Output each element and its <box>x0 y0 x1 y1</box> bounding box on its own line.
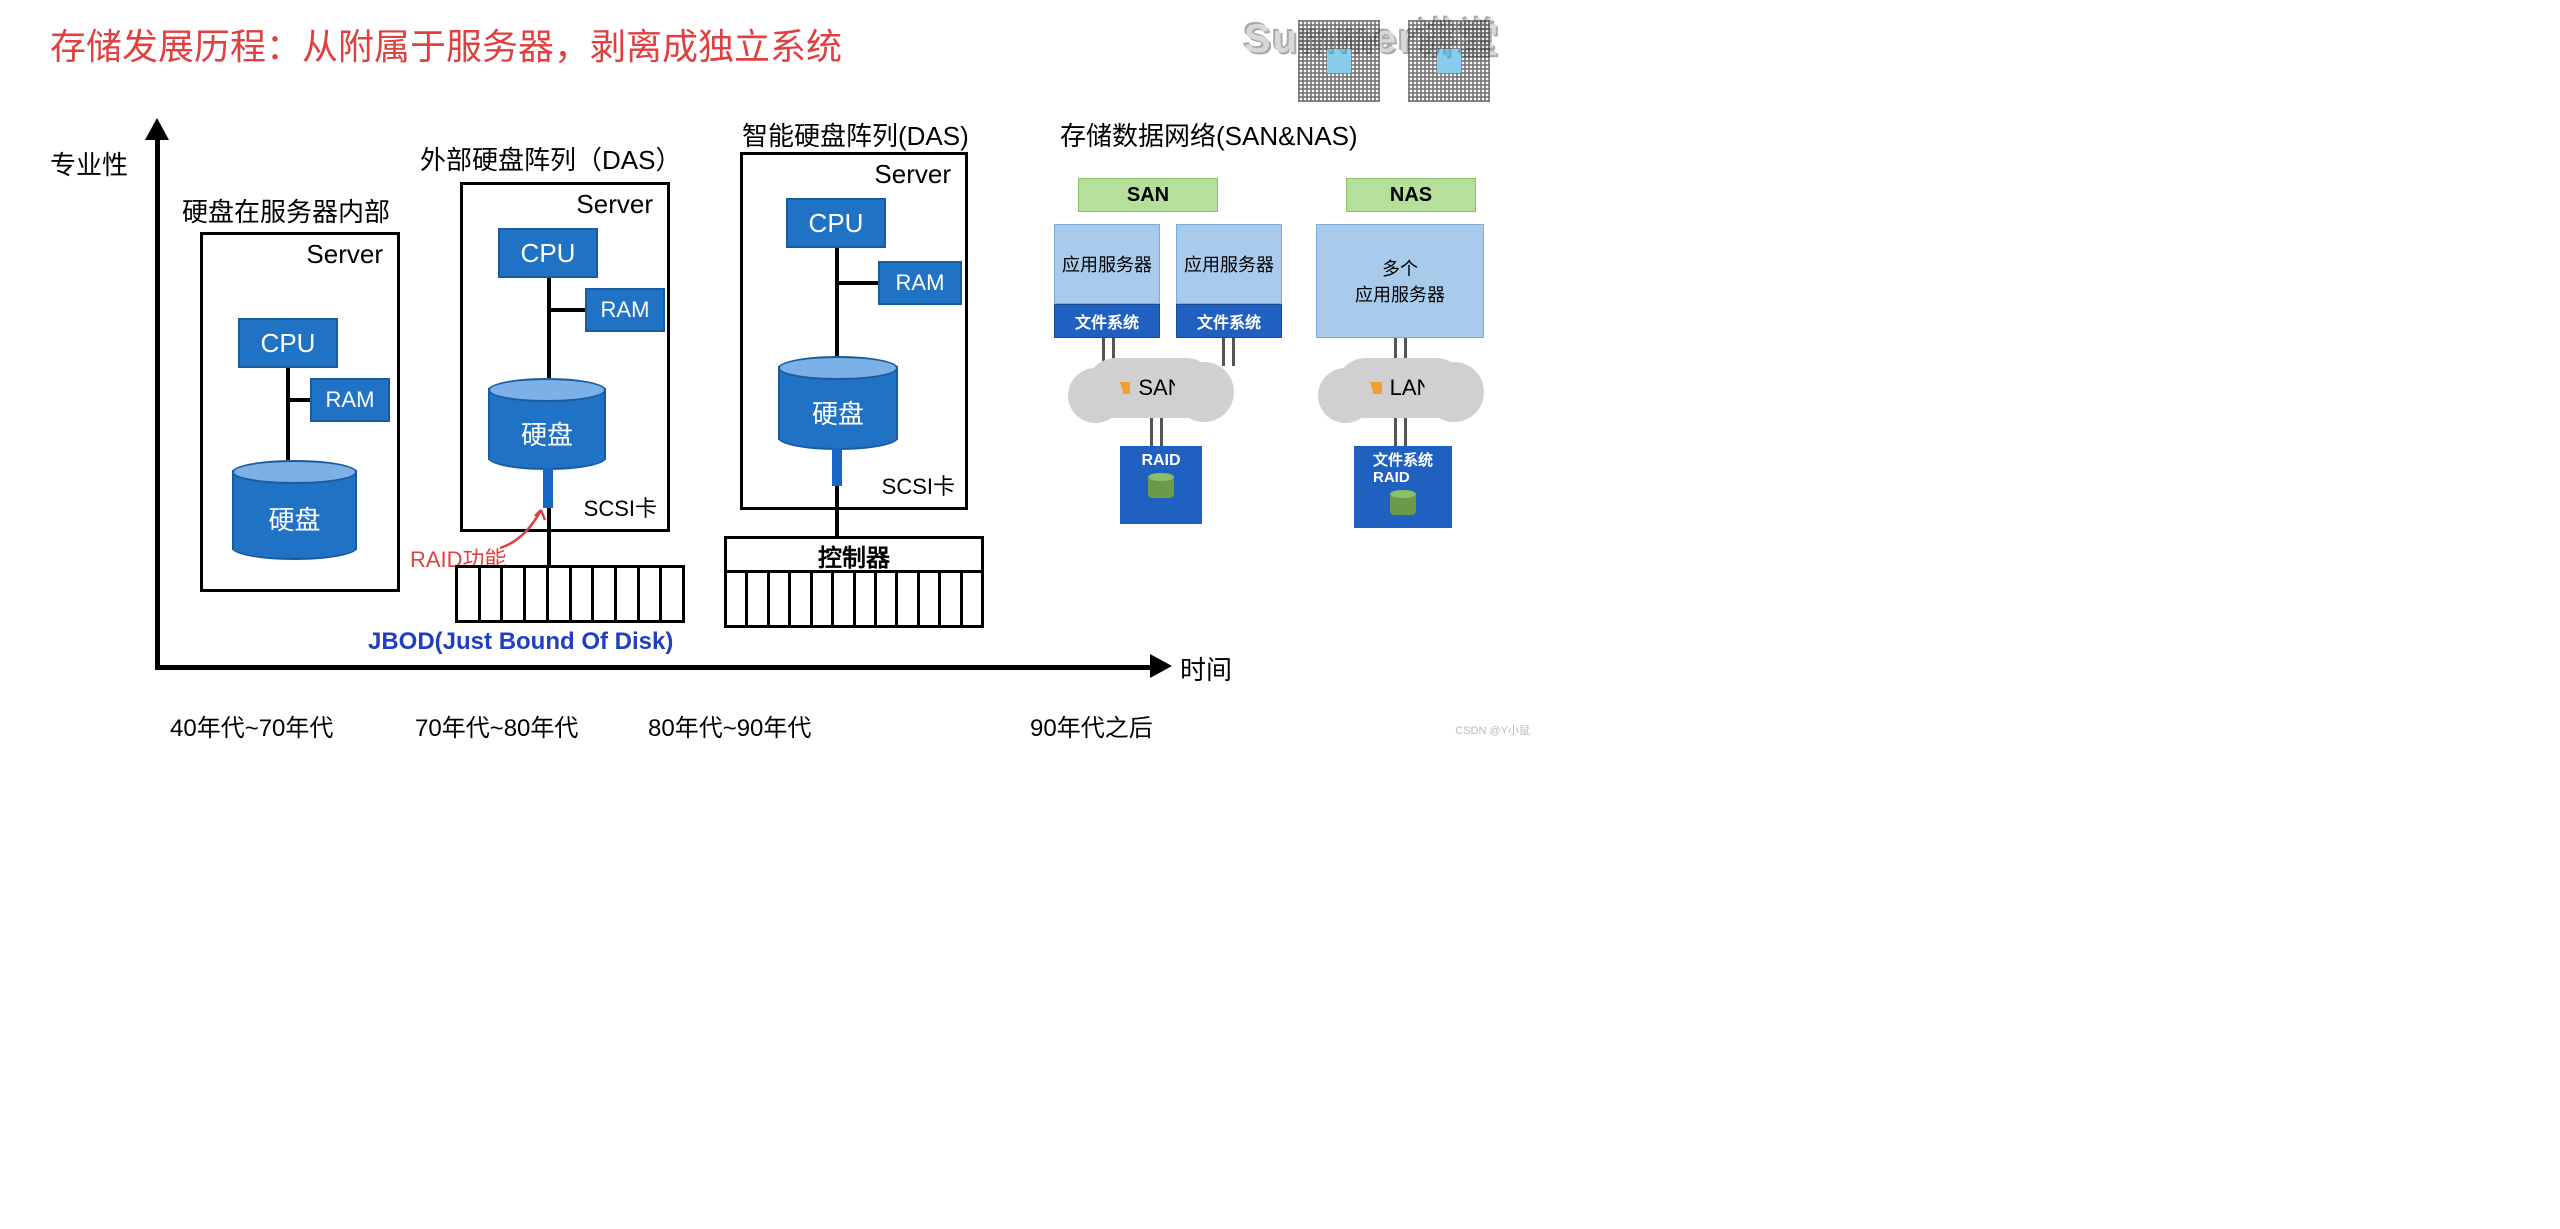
col2-disk-label: 硬盘 <box>488 415 606 452</box>
era-3: 80年代~90年代 <box>648 708 811 743</box>
page-title: 存储发展历程：从附属于服务器，剥离成独立系统 <box>50 18 842 70</box>
col1-hline <box>286 398 312 402</box>
x-axis-arrow <box>1150 654 1172 678</box>
san-app1: 应用服务器 <box>1054 224 1160 304</box>
nas-line2 <box>1394 418 1397 446</box>
col3-cpu: CPU <box>786 198 886 248</box>
nas-app: 多个 应用服务器 <box>1316 224 1484 338</box>
era-4: 90年代之后 <box>1030 708 1153 743</box>
era-2: 70年代~80年代 <box>415 708 578 743</box>
col3-controller: 控制器 <box>724 536 984 572</box>
col3-ram: RAM <box>878 261 962 305</box>
col3-disk: 硬盘 <box>778 356 898 450</box>
y-axis-label: 专业性 <box>50 145 128 182</box>
qr-code-1 <box>1298 20 1380 102</box>
y-axis-arrow <box>145 118 169 140</box>
col3-disk-label: 硬盘 <box>778 394 898 431</box>
col1-cpu: CPU <box>238 318 338 368</box>
san-line2 <box>1222 338 1225 366</box>
col2-scsi: SCSI卡 <box>584 491 657 523</box>
jbod-label: JBOD(Just Bound Of Disk) <box>368 628 673 656</box>
col1-vline <box>286 368 290 460</box>
col3-scsi-tick <box>832 448 842 486</box>
col1-title: 硬盘在服务器内部 <box>182 192 390 229</box>
raid-arrow <box>495 500 555 550</box>
col2-cpu: CPU <box>498 228 598 278</box>
credit: CSDN @Y小鼠 <box>1455 722 1530 738</box>
san-raid-disk-icon <box>1148 476 1174 498</box>
col3-server-label: Server <box>874 159 951 190</box>
san-line3 <box>1150 418 1153 446</box>
nas-line2b <box>1404 418 1407 446</box>
san-fs2: 文件系统 <box>1176 304 1282 338</box>
col2-disk: 硬盘 <box>488 378 606 470</box>
era-1: 40年代~70年代 <box>170 708 333 743</box>
col4-title: 存储数据网络(SAN&NAS) <box>1060 116 1358 153</box>
col2-title: 外部硬盘阵列（DAS） <box>420 140 681 177</box>
y-axis <box>155 130 160 670</box>
x-axis <box>155 665 1155 670</box>
col1-server-label: Server <box>306 239 383 270</box>
nas-storage-disk-icon <box>1390 493 1416 515</box>
col2-hline <box>547 308 586 312</box>
san-header: SAN <box>1078 178 1218 212</box>
san-raid: RAID <box>1120 446 1202 524</box>
col2-jbod <box>455 565 685 623</box>
col3-hline <box>835 281 880 285</box>
san-app2: 应用服务器 <box>1176 224 1282 304</box>
col2-vline <box>547 278 551 378</box>
col2-ram: RAM <box>585 288 665 332</box>
col1-disk-label: 硬盘 <box>232 500 357 537</box>
nas-header: NAS <box>1346 178 1476 212</box>
nas-cloud-label: LAN <box>1390 375 1433 401</box>
x-axis-label: 时间 <box>1180 650 1232 687</box>
col3-jbod <box>724 570 984 628</box>
col3-scsi: SCSI卡 <box>882 469 955 501</box>
san-line2b <box>1232 338 1235 366</box>
col3-vline <box>835 248 839 356</box>
col1-ram: RAM <box>310 378 390 422</box>
qr-code-2 <box>1408 20 1490 102</box>
col3-title: 智能硬盘阵列(DAS) <box>742 116 969 153</box>
san-raid-label: RAID <box>1141 452 1180 470</box>
san-cloud-label: SAN <box>1138 375 1183 401</box>
nas-storage-label: 文件系统 RAID <box>1373 452 1433 487</box>
nas-storage: 文件系统 RAID <box>1354 446 1452 528</box>
san-line3b <box>1160 418 1163 446</box>
nas-cloud: LAN <box>1336 358 1466 418</box>
col2-server-label: Server <box>576 189 653 220</box>
san-cloud: SAN <box>1086 358 1216 418</box>
san-fs1: 文件系统 <box>1054 304 1160 338</box>
col3-connector <box>835 486 839 538</box>
col1-disk: 硬盘 <box>232 460 357 560</box>
